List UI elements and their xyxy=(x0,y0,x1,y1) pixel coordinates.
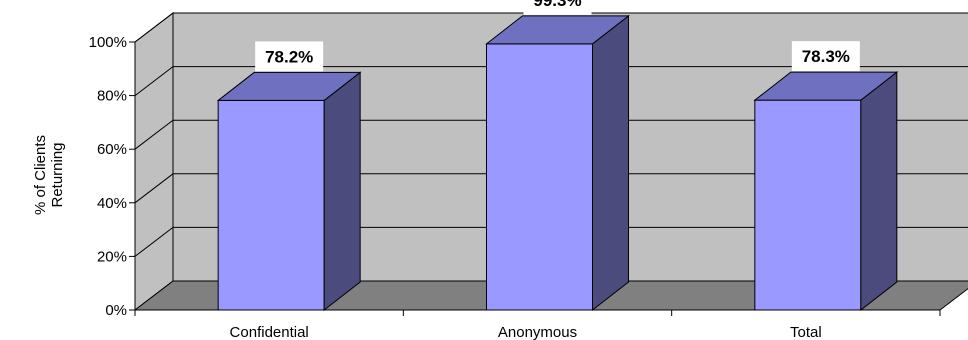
data-label: 78.3% xyxy=(802,47,850,66)
y-axis-label-line-1: % of Clients xyxy=(32,135,49,215)
bar-top xyxy=(216,71,362,101)
x-tick-label: Confidential xyxy=(230,324,309,340)
y-tick-label: 40% xyxy=(97,195,127,212)
bar-side xyxy=(323,71,361,312)
y-tick-label: 100% xyxy=(89,34,127,51)
bar-top xyxy=(753,71,899,101)
x-tick-label: Anonymous xyxy=(498,324,577,340)
labels: 78.2% Confidential 99.3% Anonymous 78.3% Tota… xyxy=(230,0,860,340)
bar-confidential xyxy=(216,71,362,312)
bar-side xyxy=(860,71,898,312)
bar-side xyxy=(592,14,629,312)
bars xyxy=(216,14,899,312)
data-label-box xyxy=(523,0,592,15)
gridline xyxy=(134,226,968,257)
gridline xyxy=(134,66,968,96)
bar-front xyxy=(217,99,325,311)
side-wall xyxy=(134,11,174,312)
data-label: 78.2% xyxy=(265,47,313,66)
gridline xyxy=(134,173,968,204)
gridline xyxy=(134,119,968,150)
bar-total xyxy=(753,71,899,312)
y-tick-label: 20% xyxy=(97,248,127,265)
data-label-box xyxy=(255,41,324,72)
gridlines xyxy=(134,12,968,257)
y-tick-label: 0% xyxy=(105,302,127,319)
bar-front xyxy=(754,99,862,311)
bar-front xyxy=(486,43,593,311)
x-tick-label: Total xyxy=(790,324,822,340)
y-axis-label-line-2: Returning xyxy=(49,142,66,207)
bar-anonymous xyxy=(485,14,630,312)
bar-top xyxy=(485,15,630,45)
y-tick-label: 80% xyxy=(97,88,127,105)
gridline xyxy=(134,12,968,43)
data-label: 99.3% xyxy=(533,0,581,10)
y-tick-label: 60% xyxy=(97,141,127,158)
data-label-box xyxy=(791,41,860,72)
